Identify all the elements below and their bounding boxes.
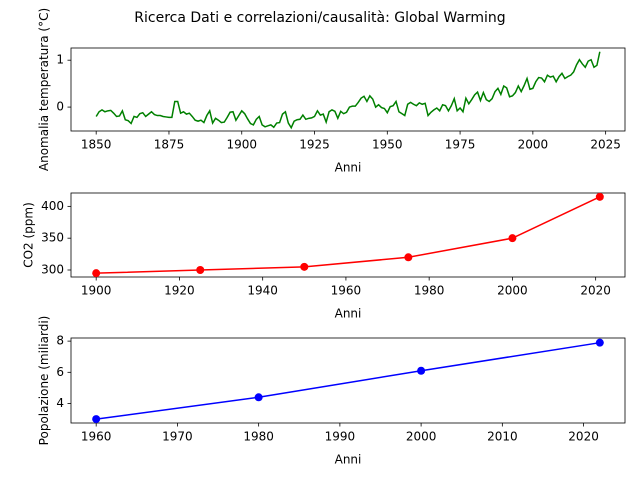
x-tick-label: 1900 (81, 284, 112, 298)
x-tick-label: 2000 (518, 138, 549, 152)
data-point (417, 366, 426, 375)
y-tick-label: 8 (56, 334, 64, 348)
axes-frame (70, 47, 626, 132)
y-tick-label: 4 (56, 396, 64, 410)
axes-frame (70, 192, 626, 278)
figure-title: Ricerca Dati e correlazioni/causalità: G… (134, 10, 505, 26)
data-point (92, 269, 101, 278)
x-tick-label: 2020 (580, 284, 611, 298)
data-point (595, 192, 604, 201)
x-tick-label: 1980 (243, 430, 274, 444)
x-tick-label: 1940 (247, 284, 278, 298)
x-tick-label: 1900 (226, 138, 257, 152)
x-tick-label: 1920 (164, 284, 195, 298)
y-axis-label: CO2 (ppm) (22, 202, 36, 268)
x-tick-label: 1990 (325, 430, 356, 444)
data-line (96, 196, 601, 274)
x-tick-label: 1970 (162, 430, 193, 444)
x-tick-label: 1850 (81, 138, 112, 152)
x-tick-label: 1960 (331, 284, 362, 298)
x-tick-label: 1960 (81, 430, 112, 444)
y-tick-label: 0 (56, 100, 64, 114)
axes-frame (70, 337, 626, 424)
data-point (595, 338, 604, 347)
y-axis-label: Anomalia temperatura (°C) (37, 8, 51, 171)
data-point (508, 234, 517, 243)
x-axis-label: Anni (335, 453, 362, 467)
y-tick-label: 1 (56, 53, 64, 67)
x-tick-label: 2020 (568, 430, 599, 444)
x-tick-label: 2025 (590, 138, 621, 152)
y-tick-label: 300 (41, 263, 64, 277)
data-point (300, 262, 309, 271)
x-tick-label: 2000 (406, 430, 437, 444)
y-tick-label: 400 (41, 199, 64, 213)
y-tick-label: 350 (41, 231, 64, 245)
x-tick-label: 1950 (372, 138, 403, 152)
x-axis-label: Anni (335, 161, 362, 175)
data-point (254, 393, 263, 402)
x-tick-label: 1980 (414, 284, 445, 298)
data-line (95, 51, 601, 130)
y-tick-label: 6 (56, 365, 64, 379)
data-point (404, 253, 413, 262)
y-axis-label: Popolazione (miliardi) (37, 316, 51, 446)
x-tick-label: 1925 (299, 138, 330, 152)
x-tick-label: 1975 (445, 138, 476, 152)
data-line (96, 341, 600, 420)
data-point (92, 415, 101, 424)
x-tick-label: 1875 (154, 138, 185, 152)
x-tick-label: 2000 (497, 284, 528, 298)
data-point (196, 266, 205, 274)
x-axis-label: Anni (335, 307, 362, 321)
x-tick-label: 2010 (487, 430, 518, 444)
